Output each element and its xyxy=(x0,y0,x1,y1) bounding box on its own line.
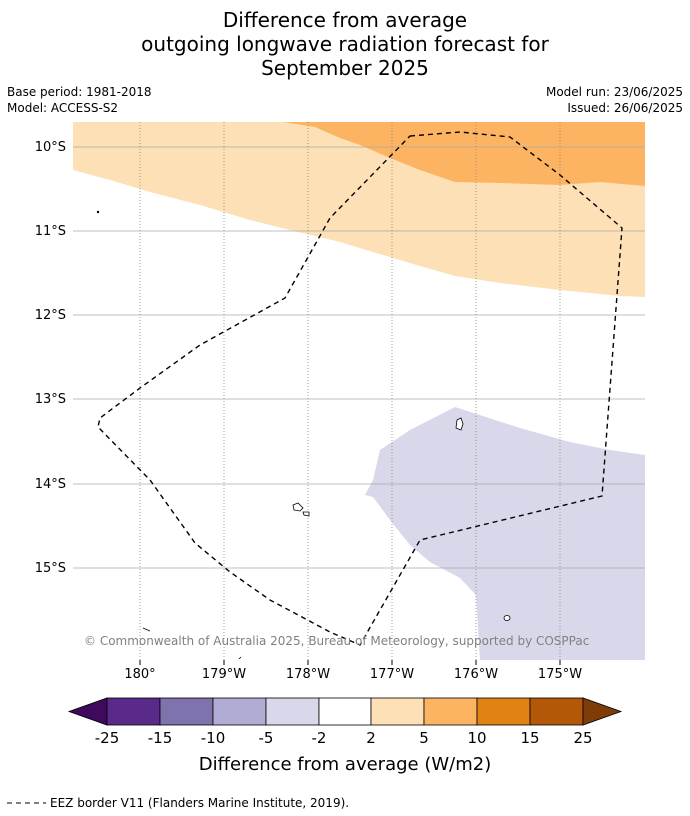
colorbar-segment xyxy=(265,697,320,726)
lat-label: 12°S xyxy=(35,308,66,323)
island-uvea xyxy=(455,417,464,431)
colorbar-segment xyxy=(212,697,267,726)
base-period-text: Base period: 1981-2018 xyxy=(7,85,152,99)
island-futuna xyxy=(292,502,304,512)
lon-label: 179°W xyxy=(202,667,246,682)
footer-legend-text: EEZ border V11 (Flanders Marine Institut… xyxy=(50,796,350,810)
island-edge-2 xyxy=(238,656,242,660)
latitude-gridlines xyxy=(73,146,645,569)
colorbar-tick: -10 xyxy=(201,729,226,747)
lon-label: 178°W xyxy=(286,667,330,682)
island-small xyxy=(503,615,511,621)
colorbar xyxy=(67,697,623,726)
colorbar-tick: 5 xyxy=(419,729,429,747)
colorbar-segment xyxy=(423,697,478,726)
islands xyxy=(96,210,511,660)
longitude-labels: 180° 179°W 178°W 177°W 176°W 175°W xyxy=(124,667,582,682)
colorbar-segment xyxy=(370,697,425,726)
colorbar-tick: -25 xyxy=(95,729,120,747)
model-run-text: Model run: 23/06/2025 xyxy=(545,85,683,99)
latitude-labels: 10°S 11°S 12°S 13°S 14°S 15°S xyxy=(35,140,66,576)
colorbar-label: Difference from average (W/m2) xyxy=(199,754,491,775)
title-line-3: September 2025 xyxy=(261,56,429,80)
colorbar-ticks: -25 -15 -10 -5 -2 2 5 10 15 25 xyxy=(95,729,593,747)
colorbar-segment xyxy=(159,697,214,726)
colorbar-extend-max xyxy=(582,697,623,726)
lon-label: 177°W xyxy=(370,667,414,682)
lon-label: 175°W xyxy=(538,667,582,682)
island-edge-1 xyxy=(142,627,151,632)
colorbar-tick: -5 xyxy=(259,729,274,747)
colorbar-segment xyxy=(476,697,531,726)
eez-border xyxy=(97,131,623,646)
colorbar-tick: 2 xyxy=(366,729,376,747)
colorbar-segment xyxy=(529,697,584,726)
island-dot xyxy=(96,210,100,214)
colorbar-tick: 15 xyxy=(520,729,539,747)
lat-label: 13°S xyxy=(35,392,66,407)
colorbar-tick: -2 xyxy=(312,729,327,747)
lon-label: 176°W xyxy=(454,667,498,682)
weak-negative-region xyxy=(365,407,645,660)
longitude-ticks xyxy=(139,660,561,665)
island-alofi xyxy=(302,511,310,517)
colorbar-segment xyxy=(106,697,161,726)
issued-text: Issued: 26/06/2025 xyxy=(567,101,683,115)
title-line-2: outgoing longwave radiation forecast for xyxy=(141,32,549,56)
lon-label: 180° xyxy=(124,667,155,682)
lat-label: 10°S xyxy=(35,140,66,155)
title-line-1: Difference from average xyxy=(222,8,468,32)
lat-label: 15°S xyxy=(35,561,66,576)
colorbar-segment xyxy=(318,697,372,726)
lat-label: 11°S xyxy=(35,224,66,239)
model-text: Model: ACCESS-S2 xyxy=(7,101,119,115)
map-panel: © Commonwealth of Australia 2025, Bureau… xyxy=(73,122,645,660)
colorbar-tick: 25 xyxy=(573,729,592,747)
copyright-text: © Commonwealth of Australia 2025, Bureau… xyxy=(84,634,589,648)
colorbar-extend-min xyxy=(67,697,108,726)
colorbar-tick: 10 xyxy=(467,729,486,747)
lat-label: 14°S xyxy=(35,477,66,492)
colorbar-tick: -15 xyxy=(148,729,173,747)
